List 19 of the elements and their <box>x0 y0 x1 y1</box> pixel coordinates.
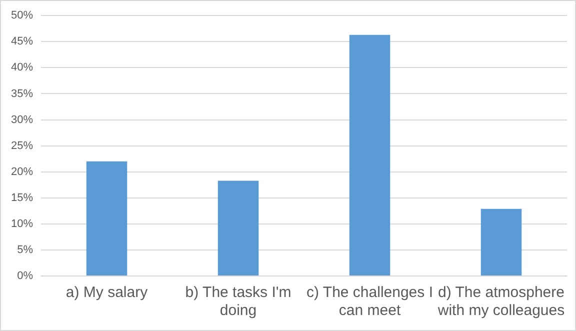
bar <box>480 208 522 276</box>
y-tick-label: 30% <box>10 114 34 126</box>
bar <box>349 34 390 276</box>
x-tick-label: b) The tasks I'm doing <box>185 284 292 320</box>
y-tick-label: 15% <box>10 192 34 204</box>
y-tick-label: 40% <box>10 62 34 74</box>
y-tick-label: 5% <box>17 244 34 256</box>
y-tick-label: 45% <box>10 36 34 48</box>
y-tick-label: 10% <box>10 218 34 230</box>
bar <box>86 161 128 276</box>
x-tick-label: c) The challenges I can meet <box>306 284 433 320</box>
y-tick-label: 35% <box>10 88 34 100</box>
x-tick-label: d) The atmosphere with my colleagues <box>436 284 565 320</box>
y-tick-label: 25% <box>10 140 34 152</box>
y-tick-label: 20% <box>10 166 34 178</box>
y-tick-label: 50% <box>10 10 34 22</box>
y-tick-label: 0% <box>17 270 34 282</box>
x-tick-label: a) My salary <box>66 284 148 302</box>
bar <box>218 180 259 276</box>
